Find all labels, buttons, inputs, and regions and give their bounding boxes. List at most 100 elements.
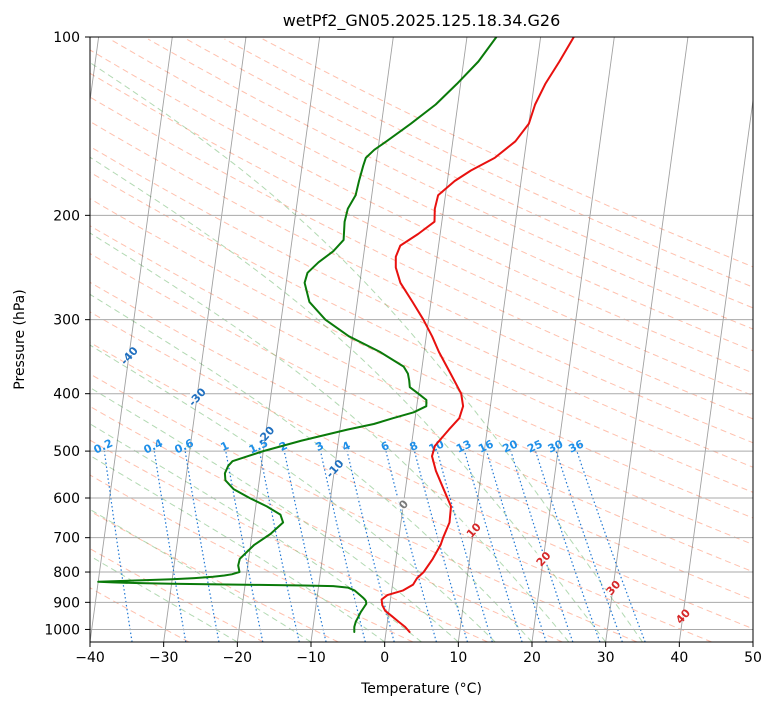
dry-adiabat — [90, 171, 753, 493]
mixing-ratio-label: 25 — [525, 437, 544, 455]
y-tick-label: 300 — [53, 313, 80, 329]
moist-adiabat — [90, 232, 570, 642]
dry-adiabat — [90, 405, 563, 642]
dry-adiabat — [90, 281, 753, 601]
y-tick-label: 800 — [53, 565, 80, 581]
mixing-ratio-line — [258, 450, 300, 642]
plot-frame — [89, 36, 754, 643]
x-tick-label: −30 — [149, 650, 179, 666]
x-tick-label: 40 — [670, 650, 688, 666]
y-tick-label: 600 — [53, 491, 80, 507]
mixing-ratio-line — [225, 451, 264, 642]
dry-adiabat — [90, 145, 753, 468]
mixing-ratio-line — [413, 450, 469, 642]
mixing-ratio-line — [283, 450, 327, 642]
mixing-ratio-line — [153, 451, 187, 642]
dry-adiabat — [90, 198, 753, 519]
x-tick-label: 30 — [597, 650, 615, 666]
dry-adiabat — [90, 96, 753, 420]
mixing-ratio-line — [535, 450, 601, 642]
mixing-ratio-label: 13 — [454, 437, 473, 455]
x-tick-label: −10 — [296, 650, 326, 666]
isotherm-label: 20 — [534, 549, 554, 569]
x-tick-label: −40 — [75, 650, 105, 666]
mixing-ratio-label: 0.2 — [92, 437, 115, 457]
isotherm-label-bg — [675, 610, 690, 622]
mixing-ratio-line — [510, 450, 574, 642]
isotherm-line — [605, 37, 689, 642]
y-axis: 1000 900 800 700 600 500 400 300 200 100 — [44, 30, 90, 638]
isotherm-line — [163, 37, 247, 642]
y-axis-label: Pressure (hPa) — [12, 289, 28, 389]
mixing-ratio-label: 0.6 — [173, 436, 196, 456]
moist-adiabat — [90, 555, 238, 642]
y-tick-label: 100 — [53, 30, 80, 46]
isotherm-label: -40 — [118, 344, 141, 368]
mixing-ratio-line — [464, 450, 523, 642]
isotherm-line — [752, 638, 753, 642]
dewpoint-profile-line — [97, 37, 498, 633]
isotherm-label: -60 — [0, 259, 5, 283]
dry-adiabat — [90, 49, 753, 374]
mixing-ratio-label: 4 — [340, 439, 353, 454]
mixing-ratio-label: 20 — [501, 437, 521, 455]
mixing-ratio-line — [576, 450, 646, 642]
isotherm-line — [678, 97, 753, 642]
mixing-ratio-label: 8 — [408, 439, 420, 454]
y-tick-label: 1000 — [44, 622, 80, 638]
isotherm-label: 30 — [604, 578, 624, 598]
isotherm-line — [457, 37, 542, 642]
isotherm-label-bg — [396, 498, 411, 510]
x-tick-label: −20 — [223, 650, 253, 666]
pressure-grid — [90, 37, 753, 630]
dry-adiabat — [186, 38, 753, 309]
y-tick-label: 900 — [53, 595, 80, 611]
x-tick-label: 10 — [449, 650, 467, 666]
profile-lines — [97, 37, 575, 633]
isotherm-label-bg — [606, 581, 621, 593]
y-tick-label: 500 — [53, 444, 80, 460]
isotherm-label-bg — [327, 462, 342, 474]
y-tick-label: 400 — [53, 387, 80, 403]
dry-adiabat — [90, 120, 753, 444]
mixing-ratio-label: 10 — [427, 437, 447, 455]
mixing-ratio-line — [103, 451, 133, 642]
mixing-ratio-line — [486, 450, 547, 642]
isotherm-label-bg — [536, 552, 551, 564]
temperature-profile-line — [380, 37, 575, 633]
isotherm-line — [90, 37, 100, 104]
mixing-ratio-line — [555, 450, 623, 642]
x-tick-label: 20 — [523, 650, 541, 666]
y-tick-label: 700 — [53, 531, 80, 547]
x-axis-label: Temperature (°C) — [360, 681, 482, 697]
moist-adiabat — [90, 293, 533, 642]
x-axis: −40 −30 −20 −10 0 10 20 30 40 50 — [75, 642, 762, 666]
mixing-ratio-label: 3 — [313, 439, 325, 454]
mixing-ratio-line — [436, 450, 493, 642]
dry-adiabat — [109, 38, 753, 352]
isotherm-label: 40 — [673, 606, 693, 626]
dry-adiabat — [224, 38, 753, 288]
mixing-ratio-label: 0.4 — [142, 436, 165, 456]
mixing-ratio-line — [385, 450, 437, 642]
dry-adiabat — [147, 38, 753, 330]
x-tick-label: 0 — [380, 650, 389, 666]
dry-adiabat — [90, 72, 753, 397]
dry-adiabat — [90, 439, 488, 642]
dry-adiabat — [90, 311, 753, 630]
isotherm-line — [90, 37, 173, 642]
isotherm-line — [384, 37, 468, 642]
mixing-ratio-line — [346, 450, 395, 642]
mixing-ratio-label: 36 — [567, 437, 587, 455]
mixing-ratio-label: 30 — [546, 437, 566, 455]
mixing-ratio-line — [319, 450, 366, 642]
isotherm-label: -30 — [186, 385, 209, 409]
mixing-ratio-label: 1 — [219, 439, 231, 454]
dry-adiabat — [90, 341, 712, 642]
isotherm-label-bg — [190, 390, 204, 402]
dry-adiabat — [90, 253, 753, 573]
moist-adiabat — [90, 454, 385, 642]
isotherm-line — [531, 37, 615, 642]
moist-adiabat — [90, 423, 422, 642]
